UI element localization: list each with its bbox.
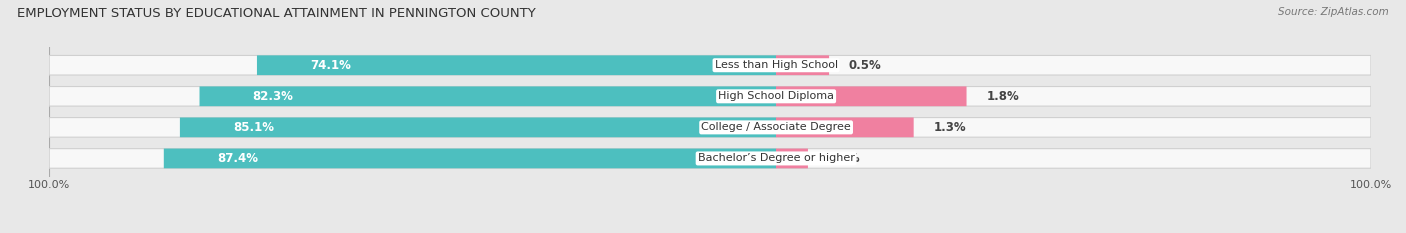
Text: College / Associate Degree: College / Associate Degree (702, 122, 851, 132)
Text: Source: ZipAtlas.com: Source: ZipAtlas.com (1278, 7, 1389, 17)
Text: 1.8%: 1.8% (986, 90, 1019, 103)
Text: EMPLOYMENT STATUS BY EDUCATIONAL ATTAINMENT IN PENNINGTON COUNTY: EMPLOYMENT STATUS BY EDUCATIONAL ATTAINM… (17, 7, 536, 20)
Text: High School Diploma: High School Diploma (718, 91, 834, 101)
FancyBboxPatch shape (776, 55, 830, 75)
FancyBboxPatch shape (163, 149, 776, 168)
Text: 85.1%: 85.1% (233, 121, 274, 134)
Text: 1.3%: 1.3% (934, 121, 966, 134)
Text: 82.3%: 82.3% (253, 90, 294, 103)
FancyBboxPatch shape (49, 86, 1371, 106)
FancyBboxPatch shape (776, 117, 914, 137)
Text: Less than High School: Less than High School (714, 60, 838, 70)
Text: Bachelor’s Degree or higher: Bachelor’s Degree or higher (697, 154, 855, 163)
Text: 0.3%: 0.3% (828, 152, 860, 165)
Text: 0.5%: 0.5% (849, 59, 882, 72)
FancyBboxPatch shape (49, 55, 1371, 75)
FancyBboxPatch shape (180, 117, 776, 137)
Text: 74.1%: 74.1% (309, 59, 352, 72)
FancyBboxPatch shape (200, 86, 776, 106)
FancyBboxPatch shape (776, 149, 808, 168)
Text: 87.4%: 87.4% (217, 152, 257, 165)
FancyBboxPatch shape (776, 86, 966, 106)
FancyBboxPatch shape (257, 55, 776, 75)
FancyBboxPatch shape (49, 149, 1371, 168)
FancyBboxPatch shape (49, 118, 1371, 137)
